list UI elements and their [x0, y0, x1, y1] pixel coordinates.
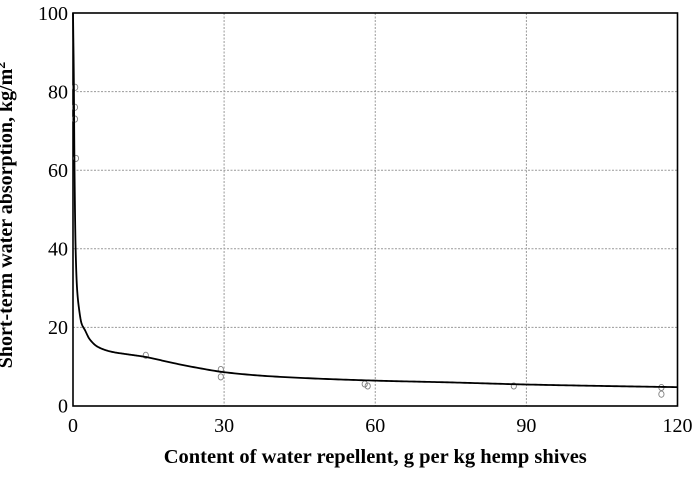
svg-text:0: 0 — [58, 396, 68, 418]
svg-text:Content of water repellent, g: Content of water repellent, g per kg hem… — [164, 446, 587, 468]
svg-text:100: 100 — [38, 3, 68, 25]
svg-text:Short-term water absorption, k: Short-term water absorption, kg/m2 — [0, 62, 17, 369]
svg-text:120: 120 — [663, 415, 693, 437]
svg-text:60: 60 — [48, 160, 68, 182]
svg-text:80: 80 — [48, 82, 68, 104]
svg-text:90: 90 — [516, 415, 536, 437]
svg-text:0: 0 — [68, 415, 78, 437]
svg-text:20: 20 — [48, 317, 68, 339]
svg-text:60: 60 — [365, 415, 385, 437]
svg-text:30: 30 — [214, 415, 234, 437]
svg-text:40: 40 — [48, 239, 68, 261]
